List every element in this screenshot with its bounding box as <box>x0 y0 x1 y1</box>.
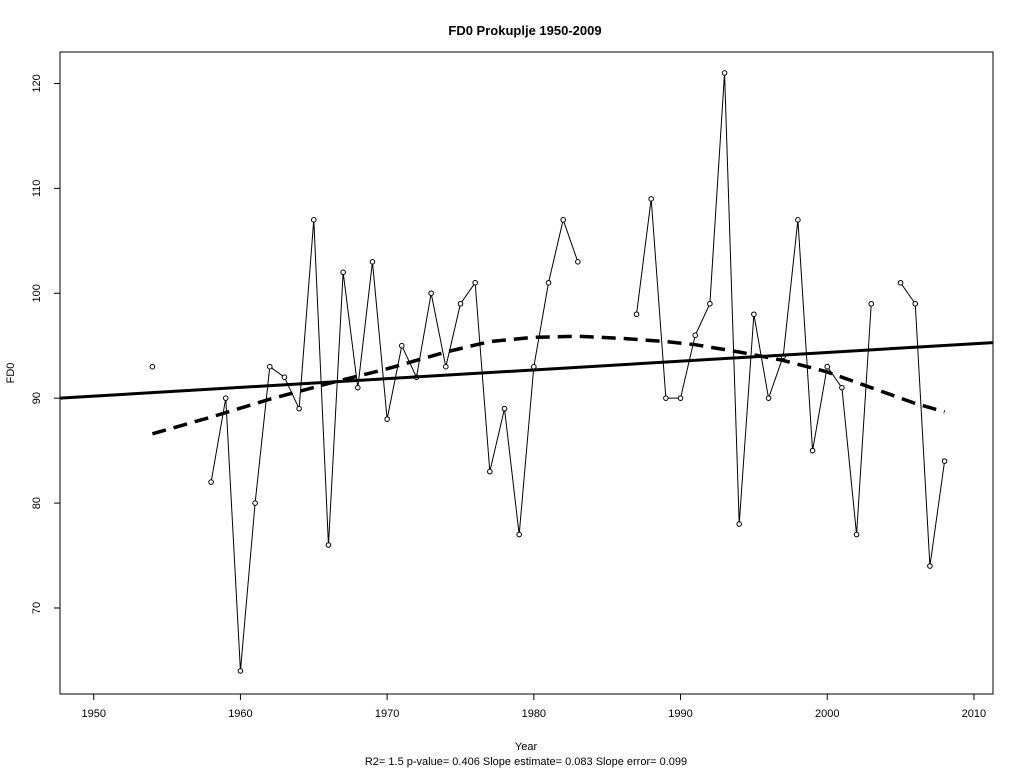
y-tick-label: 100 <box>31 284 43 302</box>
observed-point <box>736 521 743 527</box>
y-tick-label: 120 <box>31 74 43 92</box>
observed-point <box>692 332 699 339</box>
observed-point <box>575 259 581 265</box>
observed-point <box>266 363 273 370</box>
x-tick-label: 1950 <box>81 708 105 720</box>
linear-trend-line <box>59 341 994 400</box>
observed-point <box>853 531 860 538</box>
x-tick-label: 2010 <box>962 708 986 720</box>
observed-point <box>237 668 244 674</box>
observed-point <box>560 217 566 223</box>
observed-series-line <box>210 218 579 671</box>
y-tick-label: 110 <box>31 180 43 198</box>
y-tick-label: 80 <box>31 497 43 509</box>
y-axis-label: FD0 <box>5 363 17 384</box>
observed-point <box>340 269 346 276</box>
observed-point <box>149 363 156 370</box>
x-tick-label: 1970 <box>375 708 399 720</box>
observed-point <box>428 290 434 297</box>
observed-point <box>941 458 948 464</box>
chart-title: FD0 Prokuplje 1950-2009 <box>448 23 601 38</box>
observed-point <box>868 300 875 307</box>
regression-stats: R2= 1.5 p-value= 0.406 Slope estimate= 0… <box>365 756 687 768</box>
observed-point <box>501 405 508 412</box>
x-axis: 1950 1960 1970 1980 1990 2000 2010 <box>81 694 986 720</box>
y-tick-label: 70 <box>31 602 43 614</box>
observed-point <box>839 384 845 391</box>
observed-point <box>296 405 302 412</box>
observed-point <box>516 531 522 538</box>
observed-point <box>443 363 449 370</box>
observed-point <box>633 311 640 318</box>
observed-point <box>795 217 801 223</box>
observed-point <box>707 300 713 307</box>
observed-point <box>472 279 478 286</box>
observed-point <box>648 196 654 202</box>
observed-point <box>457 300 464 307</box>
observed-point <box>809 447 816 454</box>
observed-point <box>663 395 669 401</box>
observed-point <box>399 342 405 349</box>
observed-point <box>222 395 229 401</box>
observed-point <box>384 416 390 422</box>
observed-point <box>354 384 361 391</box>
observed-point <box>369 259 376 265</box>
x-tick-label: 1980 <box>522 708 546 720</box>
observed-point <box>252 500 258 506</box>
observed-point <box>281 374 288 380</box>
observed-point <box>545 279 552 286</box>
x-tick-label: 1960 <box>228 708 252 720</box>
observed-point <box>677 395 684 401</box>
observed-series-line <box>900 282 946 567</box>
x-axis-label: Year <box>515 741 538 753</box>
plot-area <box>59 70 994 674</box>
observed-point <box>531 363 537 370</box>
observed-point <box>927 563 933 569</box>
y-tick-label: 90 <box>31 392 43 404</box>
observed-point <box>208 479 214 485</box>
observed-point <box>310 217 317 223</box>
observed-point <box>487 468 493 475</box>
observed-point <box>897 279 904 286</box>
observed-point <box>721 70 728 76</box>
y-axis: 70 80 90 100 110 120 <box>31 74 60 614</box>
observed-point <box>765 395 772 401</box>
observed-point <box>912 300 919 307</box>
x-tick-label: 2000 <box>815 708 839 720</box>
plot-frame <box>59 51 994 695</box>
x-tick-label: 1990 <box>668 708 692 720</box>
observed-point <box>325 542 332 548</box>
observed-point <box>824 363 831 370</box>
observed-point <box>751 311 757 318</box>
